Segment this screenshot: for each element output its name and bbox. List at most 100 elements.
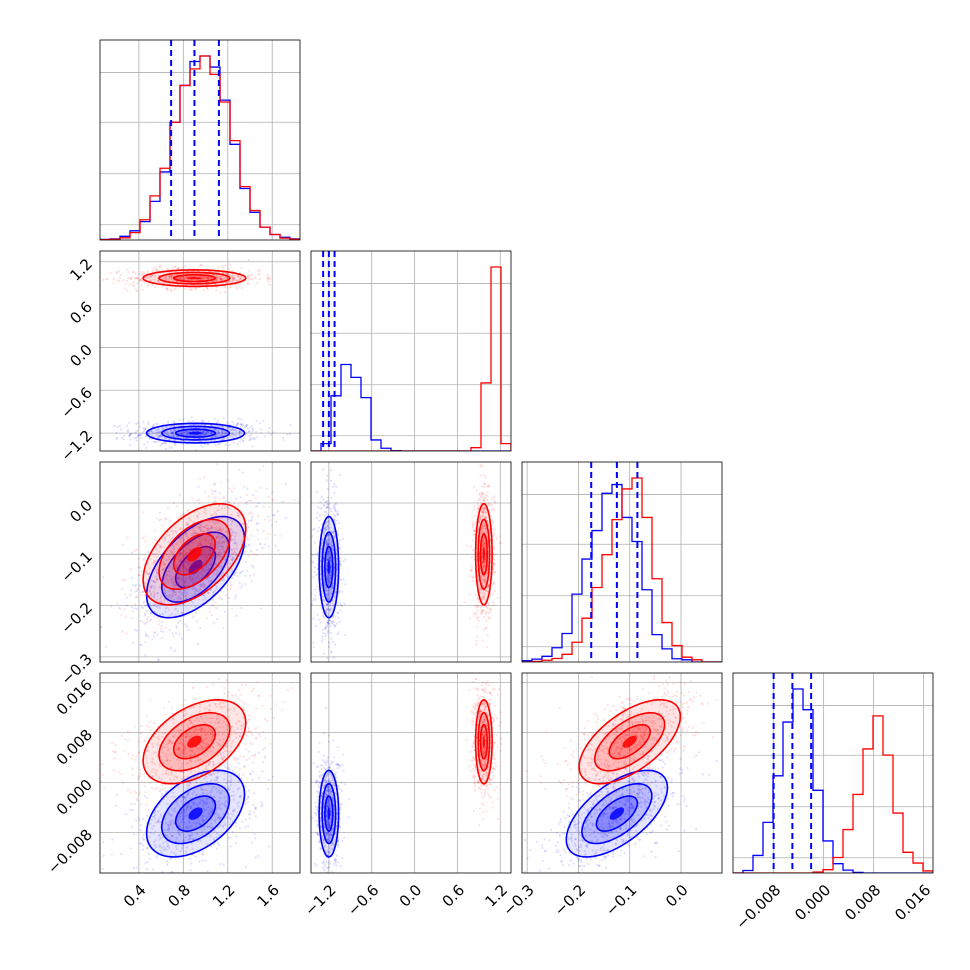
- sample-point: [192, 576, 195, 579]
- sample-point: [202, 583, 206, 586]
- sample-point: [144, 614, 147, 617]
- sample-point: [172, 572, 175, 575]
- sample-point: [184, 545, 187, 548]
- sample-point: [259, 486, 262, 489]
- sample-point: [266, 273, 269, 276]
- sample-point: [164, 442, 167, 445]
- sample-point: [282, 439, 285, 442]
- sample-point: [158, 519, 161, 522]
- sample-point: [153, 631, 156, 634]
- sample-point: [166, 432, 169, 436]
- y-tick-label-2-2: −0.1: [58, 548, 96, 586]
- sample-point: [177, 570, 180, 573]
- sample-point: [129, 438, 132, 441]
- sample-point: [170, 580, 173, 583]
- sample-point: [169, 575, 172, 578]
- sample-point: [136, 436, 139, 439]
- sample-point: [124, 578, 127, 582]
- sample-point: [122, 279, 125, 282]
- sample-point: [151, 868, 155, 871]
- sample-point: [175, 543, 178, 546]
- sample-point: [159, 435, 162, 438]
- sample-point: [176, 621, 180, 624]
- sample-point: [202, 430, 205, 433]
- sample-point: [176, 577, 179, 580]
- sample-point: [198, 434, 202, 437]
- sample-point: [197, 566, 200, 569]
- sample-point: [198, 860, 201, 863]
- sample-point: [176, 436, 180, 439]
- sample-point: [218, 434, 222, 437]
- sample-point: [203, 556, 206, 559]
- sample-point: [145, 621, 148, 624]
- sample-point: [211, 598, 214, 601]
- sample-point: [492, 603, 495, 607]
- sample-point: [481, 609, 484, 612]
- sample-point: [217, 529, 220, 532]
- sample-point: [332, 485, 335, 488]
- sample-point: [156, 279, 159, 282]
- sample-point: [153, 615, 156, 618]
- sample-point: [321, 614, 325, 617]
- sample-point: [131, 283, 134, 286]
- sample-point: [165, 447, 168, 450]
- sample-point: [326, 631, 329, 634]
- sample-point: [156, 267, 159, 270]
- sample-point: [175, 566, 178, 569]
- sample-point: [233, 433, 236, 437]
- sample-point: [150, 585, 153, 589]
- sample-point: [158, 431, 161, 434]
- sample-point: [152, 635, 155, 638]
- sample-point: [253, 553, 256, 556]
- sample-point: [153, 560, 156, 563]
- density-contour-blue-1-0-3: [188, 431, 203, 435]
- sample-point: [186, 430, 189, 433]
- sample-point: [136, 629, 139, 632]
- sample-point: [200, 572, 203, 575]
- sample-point: [481, 493, 484, 496]
- sample-point: [134, 584, 137, 588]
- sample-point: [256, 538, 260, 541]
- sample-point: [228, 280, 231, 283]
- sample-point: [265, 487, 269, 490]
- sample-point: [487, 617, 490, 620]
- sample-point: [139, 278, 142, 282]
- sample-point: [145, 868, 148, 871]
- sample-point: [491, 497, 494, 500]
- sample-point: [493, 562, 496, 566]
- sample-point: [171, 612, 174, 615]
- sample-point: [327, 645, 331, 649]
- sample-point: [156, 578, 159, 581]
- sample-point: [112, 282, 115, 285]
- sample-point: [247, 525, 250, 529]
- sample-point: [199, 587, 202, 590]
- sample-point: [116, 279, 119, 282]
- sample-point: [217, 432, 220, 435]
- sample-point: [220, 433, 223, 436]
- sample-point: [146, 860, 149, 864]
- sample-point: [151, 541, 154, 544]
- sample-point: [175, 625, 178, 628]
- sample-point: [178, 424, 181, 427]
- sample-point: [143, 272, 146, 275]
- sample-point: [221, 432, 224, 435]
- sample-point: [251, 841, 254, 844]
- sample-point: [199, 585, 202, 588]
- sample-point: [159, 627, 162, 630]
- sample-point: [250, 515, 253, 519]
- sample-point: [221, 536, 224, 539]
- sample-point: [472, 508, 476, 511]
- sample-point: [169, 538, 172, 542]
- sample-point: [189, 288, 193, 291]
- sample-point: [147, 572, 150, 575]
- sample-point: [312, 646, 315, 649]
- sample-point: [212, 591, 215, 595]
- sample-point: [168, 438, 171, 441]
- sample-point: [115, 431, 118, 434]
- sample-point: [222, 426, 225, 429]
- sample-point: [164, 537, 167, 540]
- sample-point: [175, 579, 178, 582]
- sample-point: [481, 465, 485, 468]
- sample-point: [232, 423, 235, 426]
- sample-point: [229, 845, 232, 848]
